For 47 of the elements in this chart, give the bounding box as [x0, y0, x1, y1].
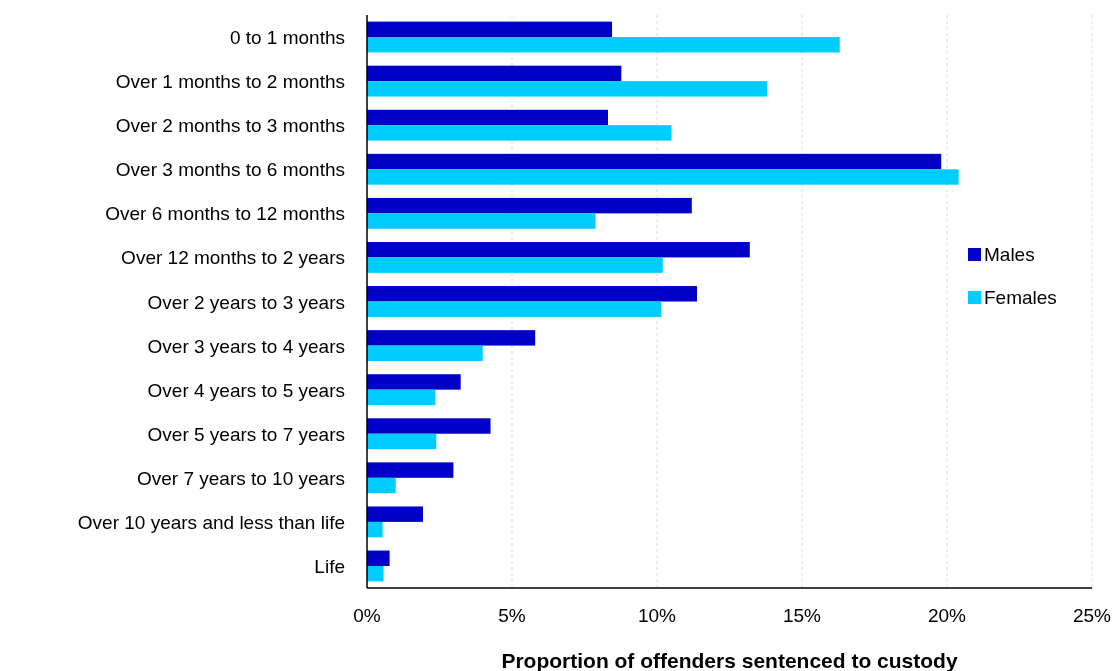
y-tick-label: Over 4 years to 5 years — [147, 379, 345, 401]
y-tick-label: Over 5 years to 7 years — [147, 423, 345, 445]
bar — [367, 37, 840, 53]
bar — [367, 565, 384, 582]
x-tick-label: 15% — [782, 605, 822, 626]
bar — [367, 213, 596, 229]
y-tick-label: Over 12 months to 2 years — [121, 247, 345, 269]
bar — [367, 21, 613, 38]
y-tick-label: Over 10 years and less than life — [77, 511, 345, 533]
bar — [367, 433, 437, 450]
y-tick-label: Over 2 years to 3 years — [147, 291, 345, 313]
x-tick-label: 0% — [353, 605, 381, 626]
bar — [367, 81, 768, 97]
y-tick-label: Over 7 years to 10 years — [136, 467, 345, 489]
bar — [367, 462, 454, 478]
bar — [367, 389, 436, 406]
bar — [367, 506, 423, 522]
bar — [367, 169, 959, 185]
bar — [367, 125, 672, 141]
bar — [367, 477, 396, 494]
bar — [367, 330, 536, 346]
bar — [367, 65, 622, 82]
y-tick-label: Over 1 months to 2 months — [115, 71, 345, 93]
bar — [367, 345, 483, 361]
y-tick-label: Over 6 months to 12 months — [105, 203, 345, 225]
bar — [367, 109, 608, 126]
y-tick-label: Over 3 years to 4 years — [147, 335, 345, 357]
bar — [367, 153, 942, 170]
y-tick-label: Over 3 months to 6 months — [115, 159, 345, 181]
bar — [367, 418, 491, 434]
x-tick-label: 5% — [498, 605, 526, 626]
bar — [367, 374, 461, 390]
y-tick-label: Life — [314, 555, 345, 577]
bar — [367, 286, 698, 302]
bar — [367, 242, 750, 258]
bar — [367, 550, 390, 566]
bar — [367, 301, 662, 317]
bar — [367, 257, 663, 273]
legend-label: Females — [984, 287, 1057, 308]
bar — [367, 197, 692, 214]
y-tick-label: Over 2 months to 3 months — [115, 115, 345, 137]
x-tick-label: 25% — [1072, 605, 1112, 626]
legend-label: Males — [984, 244, 1035, 265]
y-tick-label: 0 to 1 months — [229, 27, 345, 49]
x-tick-label: 10% — [637, 605, 677, 626]
x-tick-label: 20% — [927, 605, 967, 626]
bar — [367, 521, 383, 538]
